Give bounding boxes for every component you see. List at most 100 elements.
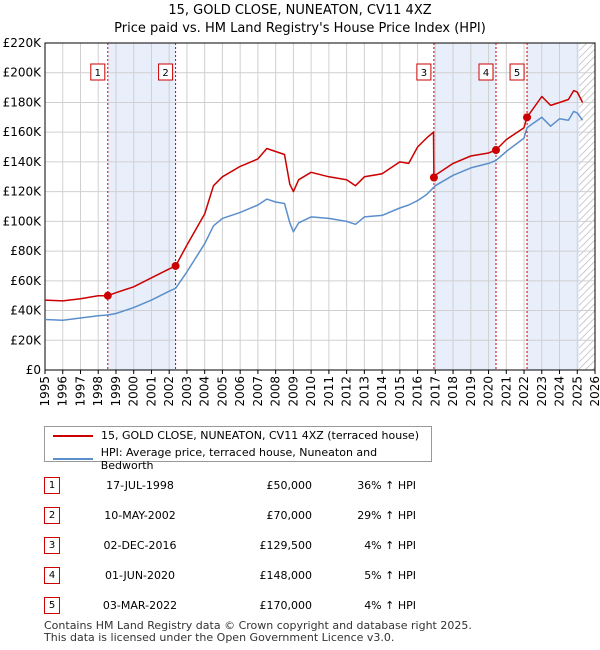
sale-price: £148,000 [259,568,313,582]
x-tick-label: 2002 [162,376,176,407]
sale-marker-box-5 [509,63,525,81]
sale-number-badge: 3 [44,536,60,554]
x-tick-label: 2023 [535,376,549,407]
sale-date-cell: 10-MAY-2002 [90,500,190,530]
x-tick-label: 2018 [446,376,460,407]
sale-date-cell: 03-MAR-2022 [90,590,190,620]
sale-number-badge: 2 [44,506,60,524]
x-tick-label: 2007 [251,376,265,407]
x-tick-label: 1997 [73,376,87,407]
sale-marker-label-5: 5 [514,68,520,79]
sale-price-cell: £129,500 [190,530,313,560]
legend-item-property: 15, GOLD CLOSE, NUNEATON, CV11 4XZ (terr… [53,429,419,442]
x-tick-label: 2021 [499,376,513,407]
sale-marker-label-2: 2 [162,68,168,79]
x-tick-label: 2014 [375,376,389,407]
sale-price: £129,500 [259,538,313,552]
x-tick-label: 2013 [357,376,371,407]
sale-marker-box-3 [416,63,432,81]
x-tick-label: 2009 [286,376,300,407]
x-tick-label: 2020 [482,376,496,407]
table-row: 3 02-DEC-2016 £129,500 4% ↑ HPI [44,530,416,560]
sale-price-cell: £148,000 [190,560,313,590]
shaded-band-2 [433,43,496,370]
legend-line-blue [53,458,93,460]
x-tick-label: 2011 [322,376,336,407]
sale-number-badge: 5 [44,596,60,614]
sale-hpi-change: 4% ↑ HPI [364,598,416,612]
sale-hpi-change-cell: 4% ↑ HPI [312,590,416,620]
x-tick-label: 2024 [553,376,567,407]
footer-licence: This data is licensed under the Open Gov… [44,631,395,644]
sale-date-cell: 02-DEC-2016 [90,530,190,560]
x-tick-label: 2005 [215,376,229,407]
x-tick-label: 2012 [340,376,354,407]
sale-marker-box-4 [478,63,494,81]
x-tick-label: 2010 [304,376,318,407]
legend-line-red [53,434,93,437]
y-tick-label: £100K [3,214,43,228]
sale-number-badge-cell: 1 [44,470,90,500]
x-tick-label: 2015 [393,376,407,407]
sale-number-badge-cell: 3 [44,530,90,560]
sale-number-badge: 4 [44,566,60,584]
sale-date-cell: 01-JUN-2020 [90,560,190,590]
shaded-band-1 [107,43,176,370]
table-row: 2 10-MAY-2002 £70,000 29% ↑ HPI [44,500,416,530]
sale-date: 17-JUL-1998 [106,478,174,492]
legend-label-property: 15, GOLD CLOSE, NUNEATON, CV11 4XZ (terr… [101,429,419,442]
x-tick-label: 2000 [127,376,141,407]
x-tick-label: 2004 [198,376,212,407]
sale-point-5 [523,113,532,122]
sale-point-2 [171,261,180,270]
y-tick-label: £120K [3,185,43,199]
sale-price: £70,000 [266,508,313,522]
x-tick-label: 2022 [517,376,531,407]
legend-item-hpi: HPI: Average price, terraced house, Nune… [53,446,431,472]
property-price-line [45,89,584,302]
sale-price-cell: £50,000 [190,470,313,500]
sale-hpi-change: 5% ↑ HPI [364,568,416,582]
sale-price: £50,000 [266,478,313,492]
sale-price-cell: £170,000 [190,590,313,620]
x-tick-label: 1998 [91,376,105,407]
sale-hpi-change-cell: 4% ↑ HPI [312,530,416,560]
sale-marker-label-3: 3 [421,68,427,79]
sale-hpi-change-cell: 5% ↑ HPI [312,560,416,590]
y-tick-label: £60K [10,274,42,288]
sale-number-badge: 1 [44,476,60,494]
sale-date: 02-DEC-2016 [103,538,177,552]
chart-subtitle: Price paid vs. HM Land Registry's House … [114,21,486,36]
x-tick-label: 2008 [269,376,283,407]
y-tick-label: £140K [3,155,43,169]
sale-marker-label-1: 1 [95,68,101,79]
sale-date: 03-MAR-2022 [102,598,178,612]
table-row: 1 17-JUL-1998 £50,000 36% ↑ HPI [44,470,416,500]
y-tick-label: £0 [26,363,41,377]
y-tick-label: £20K [10,333,42,347]
table-row: 4 01-JUN-2020 £148,000 5% ↑ HPI [44,560,416,590]
sale-point-4 [492,146,500,155]
shaded-band-3 [527,43,580,370]
footer-copyright: Contains HM Land Registry data © Crown c… [44,619,472,632]
x-tick-label: 2016 [411,376,425,407]
y-tick-label: £200K [3,66,43,80]
sale-point-1 [103,291,112,300]
legend-label-hpi: HPI: Average price, terraced house, Nune… [100,446,378,472]
footer: Contains HM Land Registry data © Crown c… [44,620,472,644]
x-tick-label: 1995 [38,376,52,407]
sale-number-badge-cell: 4 [44,560,90,590]
sale-marker-box-1 [90,63,106,81]
x-tick-label: 2025 [570,376,584,407]
sale-number-badge-cell: 5 [44,590,90,620]
sale-marker-label-4: 4 [483,68,489,79]
sale-hpi-change-cell: 29% ↑ HPI [312,500,416,530]
forecast-hatch [579,43,595,370]
x-tick-label: 2019 [464,376,478,407]
y-tick-label: £220K [3,36,43,50]
x-tick-label: 2006 [233,376,247,407]
table-row: 5 03-MAR-2022 £170,000 4% ↑ HPI [44,590,416,620]
y-tick-label: £80K [10,244,42,258]
price-chart: 1 2 3 4 5 £0 £20K £40K £60K £80K £100K £120K £140K £… [3,36,600,407]
sale-date: 01-JUN-2020 [104,568,176,582]
